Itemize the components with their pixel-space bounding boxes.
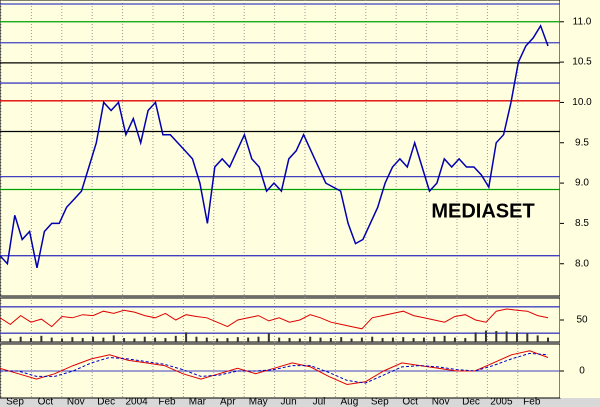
volume-bar [92, 336, 95, 342]
volume-bar [536, 335, 539, 342]
volume-bar [464, 338, 467, 342]
x-tick-label: Sep [371, 397, 389, 407]
volume-bar [350, 338, 353, 342]
volume-bar [143, 336, 146, 342]
volume-bar [164, 338, 167, 342]
series-line [0, 308, 549, 330]
volume-bar [267, 333, 270, 342]
volume-bar [371, 336, 374, 342]
volume-bar [288, 338, 291, 342]
volume-bar [433, 336, 436, 342]
chart-title: MEDIASET [431, 200, 534, 222]
volume-bar [19, 336, 22, 342]
volume-bar [381, 338, 384, 342]
y-tick-label: 9.0 [575, 178, 589, 189]
volume-bar [443, 335, 446, 342]
series-line [0, 352, 549, 384]
volume-bar [185, 332, 188, 342]
x-tick-label: Jul [313, 397, 326, 407]
volume-bar [329, 338, 332, 342]
volume-bar [515, 332, 518, 342]
volume-bar [360, 337, 363, 342]
volume-bar [484, 330, 487, 342]
x-tick-label: Nov [67, 397, 85, 407]
oscillator-panel [0, 297, 561, 343]
x-tick-label: Feb [523, 397, 541, 407]
volume-bar [0, 337, 1, 342]
volume-bar [195, 336, 198, 342]
volume-bar [453, 337, 456, 342]
volume-bar [216, 338, 219, 342]
volume-bar [102, 337, 105, 342]
volume-bar [30, 338, 33, 342]
x-tick-label: 2004 [125, 397, 148, 407]
x-tick-label: Nov [432, 397, 450, 407]
y-tick-label: 9.5 [575, 137, 589, 148]
volume-bar [61, 338, 64, 342]
x-tick-label: Aug [341, 397, 359, 407]
volume-bar [505, 331, 508, 342]
volume-bar [402, 337, 405, 342]
volume-bar [9, 338, 12, 342]
volume-bar [495, 331, 498, 342]
y-tick-label: 11.0 [573, 16, 592, 27]
y-tick-label: 10.0 [572, 97, 592, 108]
volume-bar [526, 333, 529, 342]
x-tick-label: May [249, 397, 268, 407]
y-tick-label: 8.0 [575, 258, 589, 269]
volume-bar [247, 337, 250, 342]
x-tick-label: Oct [402, 397, 418, 407]
price-panel [0, 0, 561, 297]
volume-bar [257, 336, 260, 342]
volume-bar [236, 337, 239, 342]
x-tick-label: Dec [462, 397, 480, 407]
x-tick-label: Jun [281, 397, 297, 407]
volume-bar [474, 332, 477, 342]
volume-bar [547, 337, 549, 342]
volume-bar [226, 338, 229, 342]
volume-bar [412, 338, 415, 342]
volume-bar [71, 337, 74, 342]
volume-bar [154, 337, 157, 342]
volume-bar [50, 337, 53, 342]
x-tick-label: Sep [6, 397, 24, 407]
volume-bar [422, 337, 425, 342]
y-tick-label: 8.5 [575, 218, 589, 229]
volume-bar [81, 338, 84, 342]
x-tick-label: Mar [189, 397, 207, 407]
volume-bar [391, 337, 394, 342]
volume-bar [174, 335, 177, 342]
volume-bar [309, 336, 312, 342]
x-tick-label: 2005 [490, 397, 513, 407]
series-line [0, 24, 549, 268]
volume-bar [340, 337, 343, 342]
volume-bar [319, 337, 322, 342]
volume-bar [133, 338, 136, 342]
volume-bar [298, 338, 301, 342]
x-tick-label: Oct [38, 397, 54, 407]
y-tick-label: 0 [579, 366, 585, 377]
x-tick-label: Dec [97, 397, 115, 407]
volume-bar [40, 335, 43, 342]
volume-bar [205, 337, 208, 342]
y-tick-label: 10.5 [572, 57, 592, 68]
y-tick-label: 50 [576, 315, 588, 326]
volume-bar [278, 337, 281, 342]
right-axis [560, 0, 600, 398]
x-tick-label: Apr [220, 397, 236, 407]
series-line [0, 350, 549, 386]
x-tick-label: Feb [158, 397, 176, 407]
volume-bar [112, 335, 115, 342]
volume-bar [123, 338, 126, 342]
